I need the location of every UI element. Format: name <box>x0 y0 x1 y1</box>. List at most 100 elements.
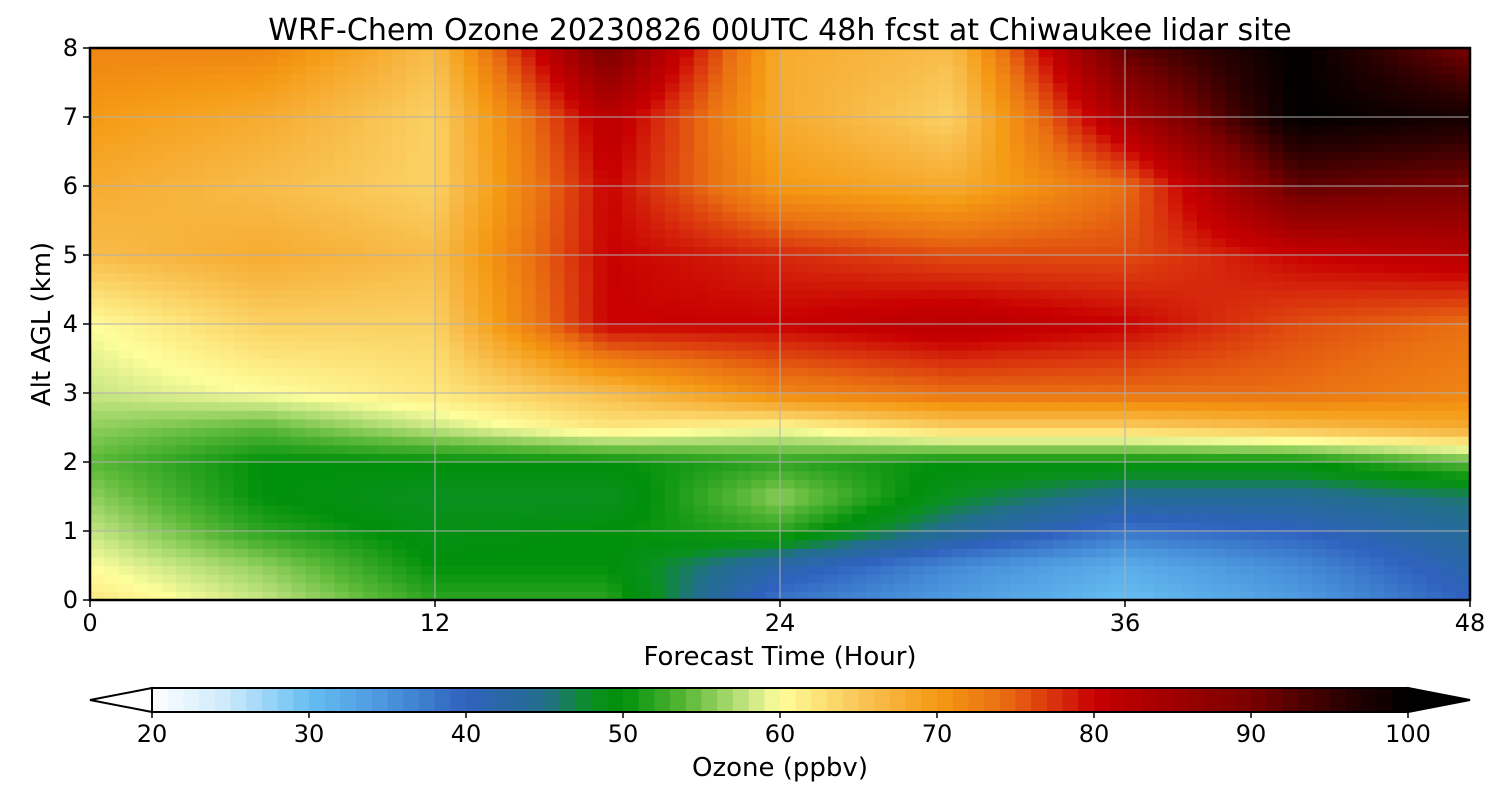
heatmap-cell <box>406 591 422 600</box>
heatmap-cell <box>708 591 724 600</box>
heatmap-cell <box>478 462 494 472</box>
heatmap-cell <box>1441 263 1457 273</box>
heatmap-cell <box>1053 211 1069 222</box>
heatmap-cell <box>320 496 335 506</box>
heatmap-cell <box>492 556 508 567</box>
heatmap-cell <box>1441 470 1457 480</box>
heatmap-cell <box>765 160 781 170</box>
heatmap-cell <box>420 556 436 567</box>
heatmap-cell <box>521 246 537 256</box>
heatmap-cell <box>1355 393 1370 403</box>
heatmap-cell <box>1196 160 1212 170</box>
heatmap-cell <box>506 229 522 239</box>
heatmap-cell <box>1038 263 1054 273</box>
heatmap-cell <box>521 522 537 532</box>
heatmap-cell <box>1196 393 1212 403</box>
heatmap-cell <box>1426 470 1442 480</box>
heatmap-cell <box>118 246 134 256</box>
heatmap-cell <box>722 237 738 247</box>
heatmap-cell <box>391 332 407 342</box>
heatmap-cell <box>550 324 565 334</box>
heatmap-cell <box>176 151 192 161</box>
heatmap-cell <box>1081 160 1097 170</box>
heatmap-cell <box>808 246 824 256</box>
heatmap-cell <box>550 531 565 541</box>
heatmap-cell <box>219 280 235 291</box>
heatmap-cell <box>1125 453 1140 463</box>
heatmap-cell <box>1110 470 1126 480</box>
heatmap-cell <box>205 401 220 411</box>
heatmap-cell <box>593 324 609 334</box>
heatmap-cell <box>1211 237 1227 247</box>
heatmap-cell <box>1398 272 1414 282</box>
heatmap-cell <box>391 384 407 394</box>
heatmap-cell <box>1038 194 1054 204</box>
heatmap-cell <box>593 513 609 523</box>
heatmap-cell <box>506 375 522 385</box>
heatmap-cell <box>205 565 220 575</box>
heatmap-cell <box>564 349 580 360</box>
heatmap-cell <box>1010 470 1025 480</box>
heatmap-cell <box>176 341 192 351</box>
heatmap-cell <box>1168 479 1184 489</box>
heatmap-cell <box>923 444 939 454</box>
heatmap-cell <box>406 384 422 394</box>
heatmap-cell <box>621 298 637 308</box>
heatmap-cell <box>1153 496 1169 506</box>
heatmap-cell <box>1153 548 1169 558</box>
heatmap-cell <box>406 436 422 446</box>
heatmap-cell <box>1441 324 1457 334</box>
heatmap-cell <box>1081 349 1097 360</box>
heatmap-cell <box>909 479 925 489</box>
heatmap-cell <box>1125 315 1140 325</box>
heatmap-cell <box>636 496 652 506</box>
heatmap-cell <box>1311 565 1327 575</box>
heatmap-cell <box>1455 513 1470 523</box>
heatmap-cell <box>176 280 192 291</box>
heatmap-cell <box>1426 574 1442 584</box>
heatmap-cell <box>550 255 565 265</box>
heatmap-cell <box>1125 367 1140 377</box>
heatmap-cell <box>823 410 839 420</box>
heatmap-cell <box>550 375 565 385</box>
heatmap-cell <box>190 384 206 394</box>
heatmap-cell <box>1196 539 1212 549</box>
heatmap-cell <box>205 591 220 600</box>
heatmap-cell <box>291 505 307 515</box>
heatmap-cell <box>1268 496 1284 506</box>
heatmap-cell <box>190 453 206 463</box>
heatmap-cell <box>90 272 105 282</box>
heatmap-cell <box>1254 306 1270 316</box>
heatmap-cell <box>880 151 896 161</box>
heatmap-cell <box>492 479 508 489</box>
heatmap-cell <box>1398 151 1414 161</box>
heatmap-cell <box>621 358 637 368</box>
heatmap-cell <box>420 444 436 454</box>
heatmap-cell <box>320 522 335 532</box>
heatmap-cell <box>564 384 580 394</box>
heatmap-cell <box>1441 393 1457 403</box>
heatmap-cell <box>1110 306 1126 316</box>
heatmap-cell <box>348 496 364 506</box>
heatmap-cell <box>1110 160 1126 170</box>
heatmap-cell <box>808 211 824 222</box>
heatmap-cell <box>909 255 925 265</box>
heatmap-cell <box>506 470 522 480</box>
heatmap-cell <box>90 263 105 273</box>
heatmap-cell <box>621 272 637 282</box>
heatmap-cell <box>506 548 522 558</box>
heatmap-cell <box>276 470 292 480</box>
heatmap-cell <box>391 349 407 360</box>
heatmap-cell <box>492 246 508 256</box>
heatmap-cell <box>880 211 896 222</box>
heatmap-cell <box>981 531 997 541</box>
heatmap-cell <box>535 462 551 472</box>
heatmap-cell <box>535 436 551 446</box>
heatmap-cell <box>463 280 479 291</box>
heatmap-cell <box>895 341 910 351</box>
heatmap-cell <box>1412 272 1428 282</box>
heatmap-cell <box>391 280 407 291</box>
heatmap-cell <box>1081 496 1097 506</box>
heatmap-cell <box>1125 280 1140 291</box>
heatmap-cell <box>233 168 249 178</box>
